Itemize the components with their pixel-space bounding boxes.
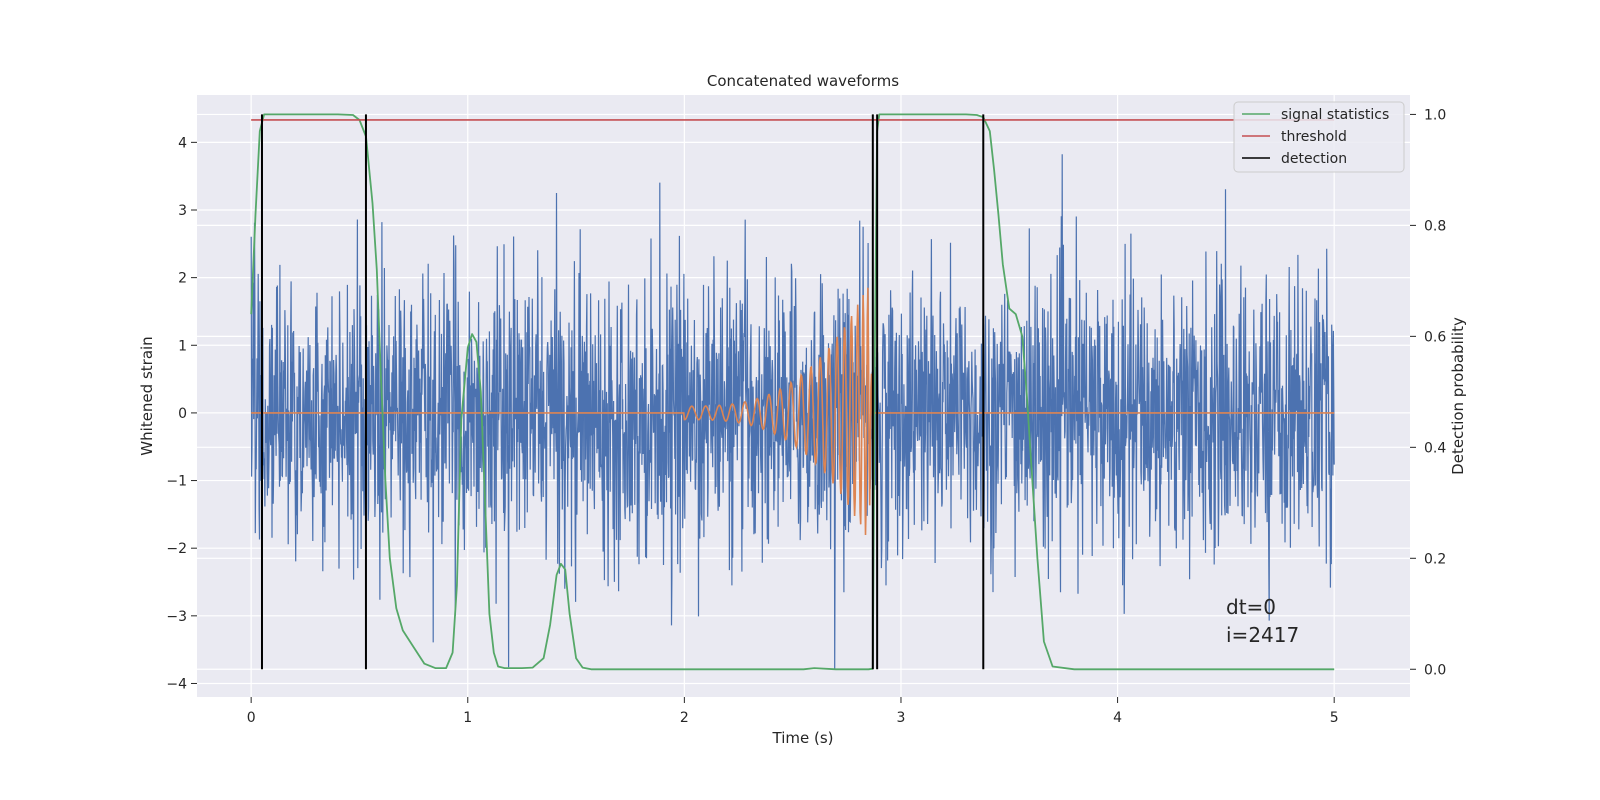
right-y-tick-label: 1.0 [1424,107,1446,123]
legend: signal statistics threshold detection [1233,101,1405,173]
x-tick-label: 2 [680,710,689,726]
signal-statistics-series [250,113,1335,671]
y-tick-label: −2 [166,541,187,557]
y-tick-label: 4 [178,135,187,151]
chart-title: Concatenated waveforms [707,72,899,90]
template-series [251,287,1335,535]
strain-series [250,154,1335,670]
y-tick-label: −4 [166,676,187,692]
x-tick-label: 0 [247,710,256,726]
legend-label-signal-statistics: signal statistics [1281,107,1389,123]
y-tick-label: 3 [178,203,187,219]
detection-series [260,114,985,670]
y-axis-label: Whitened strain [138,336,156,455]
right-y-tick-label: 0.8 [1424,218,1446,234]
legend-box [1233,101,1405,173]
right-y-tick-label: 0.4 [1424,440,1446,456]
x-axis-label: Time (s) [772,729,834,747]
y-tick-label: 2 [178,271,187,287]
signal-statistics-line [250,113,1335,671]
x-tick-label: 3 [897,710,906,726]
legend-label-threshold: threshold [1281,129,1347,145]
x-tick-label: 4 [1113,710,1122,726]
annotation-index: i=2417 [1226,623,1299,647]
legend-label-detection: detection [1281,151,1347,167]
x-tick-label: 1 [463,710,472,726]
y-tick-label: 0 [178,406,187,422]
strain-line [250,154,1335,670]
y-tick-label: −1 [166,474,187,490]
right-y-tick-label: 0.2 [1424,551,1446,567]
right-y-tick-label: 0.6 [1424,329,1446,345]
y-tick-label: −3 [166,609,187,625]
y-tick-label: 1 [178,338,187,354]
annotation-dt: dt=0 [1226,595,1276,619]
right-y-tick-label: 0.0 [1424,662,1446,678]
right-y-axis-label: Detection probability [1449,317,1467,475]
axis-ticks: 0 1 2 3 4 5 −4 −3 −2 −1 0 1 2 3 4 0.0 0.2 0.4 0.6 0.8 1.0 [166,107,1446,726]
x-tick-label: 5 [1330,710,1339,726]
template-line [251,287,1335,535]
